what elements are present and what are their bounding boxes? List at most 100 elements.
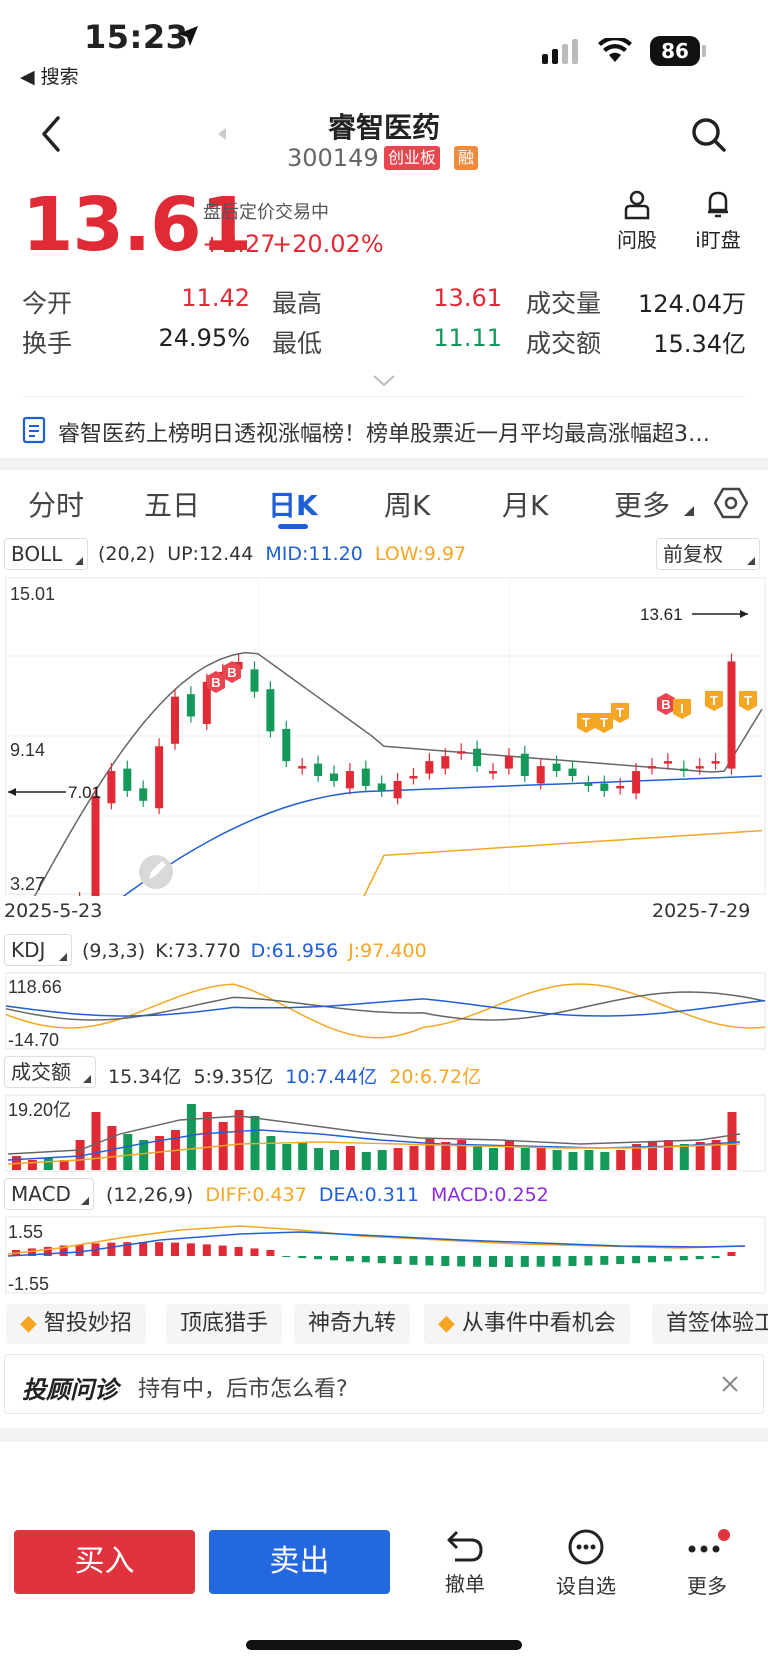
kdj-indicator-select[interactable]: KDJ [4, 934, 72, 966]
macd-bar [648, 1256, 656, 1263]
advisor-question[interactable]: 持有中，后市怎么看? [138, 1377, 348, 1402]
amount-legend: 15.34亿 5:9.35亿 10:7.44亿 20:6.72亿 [108, 1062, 481, 1089]
add-watchlist-button[interactable]: 设自选 [554, 1528, 618, 1599]
amount-chart[interactable]: 19.20亿 [0, 1094, 768, 1174]
search-icon[interactable] [690, 116, 728, 154]
marker-badge [223, 661, 241, 683]
macd-bar [616, 1256, 625, 1265]
candle-body [298, 766, 307, 769]
amount-bar [123, 1134, 133, 1170]
macd-params: (12,26,9) [106, 1184, 194, 1206]
open-value: 11.42 [181, 284, 250, 312]
amount-bar [632, 1144, 642, 1170]
chip-smart-tips[interactable]: ◆ 智投妙招 [6, 1304, 146, 1344]
add-watchlist-label: 设自选 [556, 1574, 616, 1598]
sell-button[interactable]: 卖出 [209, 1530, 390, 1594]
watch-label: i盯盘 [695, 228, 741, 252]
marker-badge [705, 691, 723, 711]
open-label: 今开 [22, 289, 73, 318]
kline-chart[interactable]: BBT TTB IT T 15.01 9.14 3.27 13.61 7.01 [0, 576, 768, 896]
macd-bar [59, 1245, 68, 1256]
macd-bar [600, 1256, 609, 1265]
back-to-app-link[interactable]: ◀ 搜索 [20, 66, 79, 88]
y-max-label: 15.01 [10, 584, 55, 604]
more-label: 更多 [687, 1574, 727, 1598]
amount-ma10: 10:7.44亿 [285, 1066, 378, 1088]
amount-bar [234, 1110, 244, 1170]
boll-low-line [363, 829, 763, 896]
back-chevron-icon[interactable] [36, 114, 66, 154]
kdj-d: D:61.956 [250, 940, 339, 962]
amount-bar [663, 1140, 673, 1170]
candle-body [504, 756, 513, 769]
amount-ma5-line [7, 1115, 741, 1155]
macd-bar [345, 1256, 354, 1262]
cancel-order-button[interactable]: 撤单 [440, 1528, 490, 1597]
macd-bar [218, 1245, 227, 1256]
ask-stock-label: 问股 [617, 228, 657, 252]
adjust-select[interactable]: 前复权 [656, 538, 760, 570]
marker-letter: B [211, 675, 220, 690]
news-text[interactable]: 睿智医药上榜明日透视涨幅榜！榜单股票近一月平均最高涨幅超3… [58, 422, 710, 447]
candle-body [425, 761, 434, 774]
macd-bar [27, 1248, 36, 1256]
watch-bell-icon [708, 191, 728, 218]
amount-indicator-select[interactable]: 成交额 [4, 1056, 96, 1088]
tab-five-day[interactable]: 五日 [144, 489, 201, 522]
settings-hex-icon[interactable] [714, 486, 748, 520]
chip-top-bottom-hunter[interactable]: 顶底猎手 [166, 1304, 283, 1344]
marker-letter: B [227, 665, 236, 680]
close-icon[interactable] [720, 1374, 740, 1394]
tab-monthly-k[interactable]: 月K [502, 489, 549, 522]
prev-stock-icon[interactable] [216, 126, 228, 142]
tab-intraday[interactable]: 分时 [28, 489, 85, 522]
amount-bar [43, 1158, 53, 1170]
amount-value: 15.34亿 [653, 330, 746, 358]
chip-magic-nine[interactable]: 神奇九转 [294, 1304, 411, 1344]
candle-body [536, 766, 545, 784]
ask-stock-button[interactable]: 问股 [612, 188, 662, 253]
candle-body [568, 768, 577, 777]
main-indicator-select[interactable]: BOLL [4, 538, 88, 570]
macd-bar [361, 1256, 370, 1263]
kdj-j-line [5, 983, 766, 1039]
amount-bar [345, 1146, 355, 1170]
home-indicator [246, 1640, 522, 1650]
amount-bar [330, 1150, 339, 1170]
board-tag: 创业板 [384, 146, 441, 170]
chip-first-sign-trial[interactable]: 首签体验工 [652, 1304, 768, 1344]
expand-chevron-icon[interactable] [372, 374, 396, 388]
kdj-chart[interactable]: 118.66 -14.70 [0, 972, 768, 1052]
main-indicator-label: BOLL [11, 542, 63, 566]
dropdown-corner-icon [747, 557, 755, 565]
tab-more[interactable]: 更多 [614, 489, 671, 522]
candle-body [155, 746, 164, 809]
date-start: 2025-5-23 [4, 900, 103, 922]
candle-body [711, 761, 720, 764]
dropdown-corner-icon [81, 1197, 89, 1205]
amount-bar [314, 1148, 324, 1170]
candle-body [663, 761, 672, 764]
tab-daily-k[interactable]: 日K [268, 489, 318, 522]
macd-bar [393, 1256, 402, 1265]
macd-chart[interactable]: 1.55 -1.55 [0, 1216, 768, 1296]
low-value: 11.11 [433, 324, 502, 352]
candle-body [91, 795, 100, 896]
macd-bar [202, 1244, 211, 1256]
chip-event-opportunity[interactable]: ◆ 从事件中看机会 [424, 1304, 630, 1344]
amount-bar [727, 1112, 737, 1170]
macd-indicator-select[interactable]: MACD [4, 1178, 94, 1210]
diamond-icon: ◆ [438, 1311, 455, 1336]
advisor-card[interactable] [4, 1354, 764, 1414]
marker-letter: T [616, 705, 624, 720]
macd-bar [234, 1246, 243, 1256]
candle-body [361, 768, 370, 786]
macd-bar [520, 1256, 529, 1267]
amount-bar [266, 1136, 276, 1170]
dropdown-corner-icon [75, 557, 83, 565]
more-button[interactable]: 更多 [682, 1528, 732, 1599]
watch-button[interactable]: i盯盘 [688, 188, 748, 253]
amount-bar [568, 1152, 578, 1170]
buy-button[interactable]: 买入 [14, 1530, 195, 1594]
tab-weekly-k[interactable]: 周K [384, 489, 431, 522]
